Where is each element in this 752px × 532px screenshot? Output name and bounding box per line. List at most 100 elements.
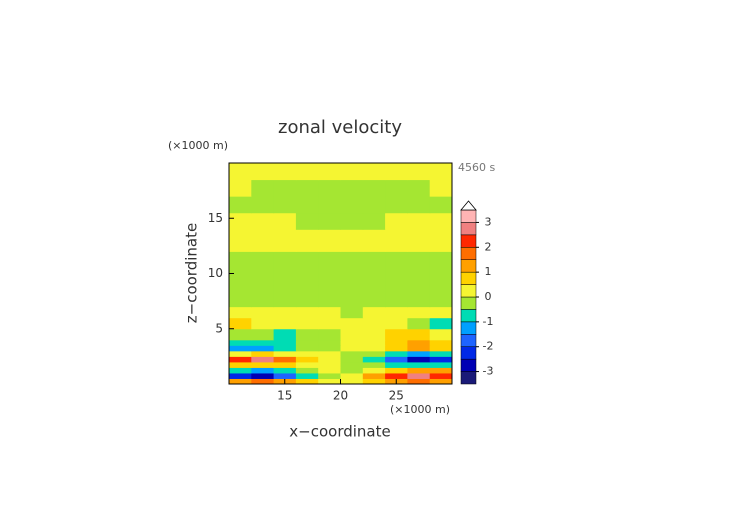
contour-cell [318, 367, 341, 374]
contour-cell [229, 284, 252, 308]
contour-cell [385, 328, 408, 341]
contour-cell [273, 317, 297, 330]
contour-cell [362, 212, 386, 230]
contour-cell [340, 251, 364, 286]
contour-cell [340, 367, 364, 374]
colorbar-extend [460, 200, 477, 211]
contour-cell [407, 356, 431, 363]
contour-cell [318, 328, 341, 341]
contour-cell [251, 306, 275, 319]
chart-title: zonal velocity [278, 117, 402, 138]
contour-cell [362, 317, 386, 330]
colorbar-band [460, 371, 477, 385]
contour-cell [273, 196, 297, 214]
colorbar-tick-label: -2 [483, 340, 494, 353]
contour-cell [295, 229, 319, 252]
contour-cell [229, 229, 252, 252]
contour-cell [295, 367, 319, 374]
contour-cell [273, 356, 297, 363]
y-axis-label: z−coordinate [183, 223, 201, 323]
contour-cell [318, 196, 341, 214]
contour-cell [407, 179, 431, 197]
contour-cell [362, 339, 386, 346]
contour-cell [407, 212, 431, 230]
contour-cell [340, 339, 364, 346]
contour-cell [385, 284, 408, 308]
contour-cell [273, 339, 297, 346]
contour-cell [295, 284, 319, 308]
contour-cell [362, 345, 386, 352]
colorbar-band [460, 209, 477, 223]
x-axis-label: x−coordinate [289, 423, 390, 441]
contour-cell [429, 356, 453, 363]
contour-cell [362, 367, 386, 374]
contour-cell [251, 367, 275, 374]
contour-cell [229, 378, 252, 385]
colorbar-band [460, 296, 477, 310]
contour-cell [429, 229, 453, 252]
x-tick-label: 25 [389, 389, 404, 403]
contour-cell [385, 196, 408, 214]
contour-cell [251, 196, 275, 214]
contour-cell [407, 361, 431, 368]
contour-cell [340, 328, 364, 341]
contour-cell [273, 306, 297, 319]
contour-cell [295, 339, 319, 346]
contour-cell [407, 284, 431, 308]
contour-cell [229, 328, 252, 341]
contour-cell [318, 229, 341, 252]
colorbar-band [460, 222, 477, 236]
contour-cell [318, 179, 341, 197]
contour-cell [362, 196, 386, 214]
contour-cell [295, 179, 319, 197]
contour-cell [295, 378, 319, 385]
contour-cell [295, 251, 319, 286]
contour-cell [295, 372, 319, 379]
contour-cell [251, 179, 275, 197]
colorbar-tick-label: -3 [483, 365, 494, 378]
contour-cell [273, 251, 297, 286]
x-tick-label: 15 [277, 389, 292, 403]
contour-cell [429, 196, 453, 214]
colorbar-band [460, 247, 477, 260]
contour-cell [407, 328, 431, 341]
contour-cell [362, 251, 386, 286]
contour-cell [407, 367, 431, 374]
contour-cell [429, 306, 453, 319]
contour-cell [362, 350, 386, 357]
colorbar-band [460, 346, 477, 360]
contour-cell [385, 306, 408, 319]
contour-cell [229, 350, 252, 357]
contour-cell [273, 229, 297, 252]
contour-cell [340, 179, 364, 197]
contour-cell [229, 212, 252, 230]
contour-cell [340, 345, 364, 352]
colorbar-band [460, 309, 477, 323]
contour-cell [229, 356, 252, 363]
contour-cell [318, 378, 341, 385]
contour-cell [273, 350, 297, 357]
contour-cell [340, 356, 364, 363]
contour-cell [273, 179, 297, 197]
contour-cell [429, 378, 453, 385]
contour-cell [295, 306, 319, 319]
contour-cell [229, 251, 252, 286]
contour-cell [251, 356, 275, 363]
contour-cell [251, 339, 275, 346]
contour-cell [229, 367, 252, 374]
contour-cell [251, 317, 275, 330]
contour-cell [318, 356, 341, 363]
contour-cell [251, 361, 275, 368]
contour-cell [385, 372, 408, 379]
contour-cell [362, 356, 386, 363]
contour-cell [340, 163, 364, 181]
contour-cell [429, 328, 453, 341]
contour-cell [429, 284, 453, 308]
contour-cell [362, 179, 386, 197]
contour-cell [362, 163, 386, 181]
contour-cell [318, 317, 341, 330]
colorbar-band [460, 334, 477, 347]
contour-cell [429, 367, 453, 374]
contour-cell [407, 350, 431, 357]
